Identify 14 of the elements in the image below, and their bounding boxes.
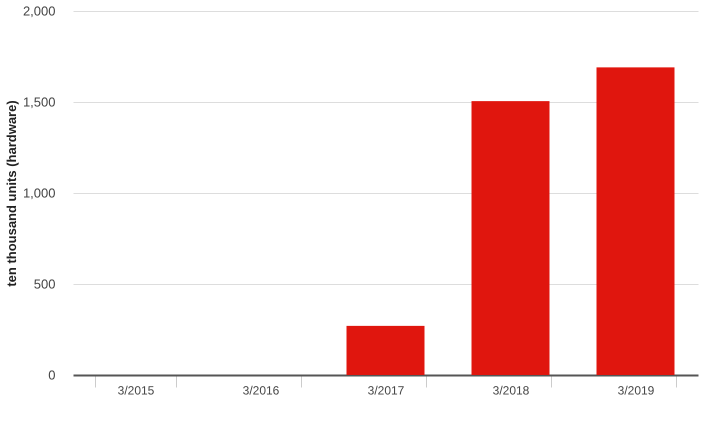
y-tick-label: 1,000 — [22, 186, 56, 200]
x-tick-label: 3/2015 — [118, 384, 155, 398]
bar — [472, 101, 550, 375]
x-tick-label: 3/2019 — [618, 384, 655, 398]
y-tick-label: 500 — [34, 276, 56, 292]
y-tick-label: 0 — [48, 368, 56, 382]
y-tick-label: 1,500 — [22, 94, 56, 110]
x-tick-label: 3/2017 — [368, 384, 405, 398]
bar — [596, 67, 674, 375]
x-tick-label: 3/2018 — [492, 384, 530, 398]
x-tick-label: 3/2016 — [242, 384, 280, 398]
y-tick-label: 2,000 — [22, 4, 56, 18]
y-axis-title: ten thousand units (hardware) — [4, 100, 19, 287]
bar — [346, 326, 424, 375]
